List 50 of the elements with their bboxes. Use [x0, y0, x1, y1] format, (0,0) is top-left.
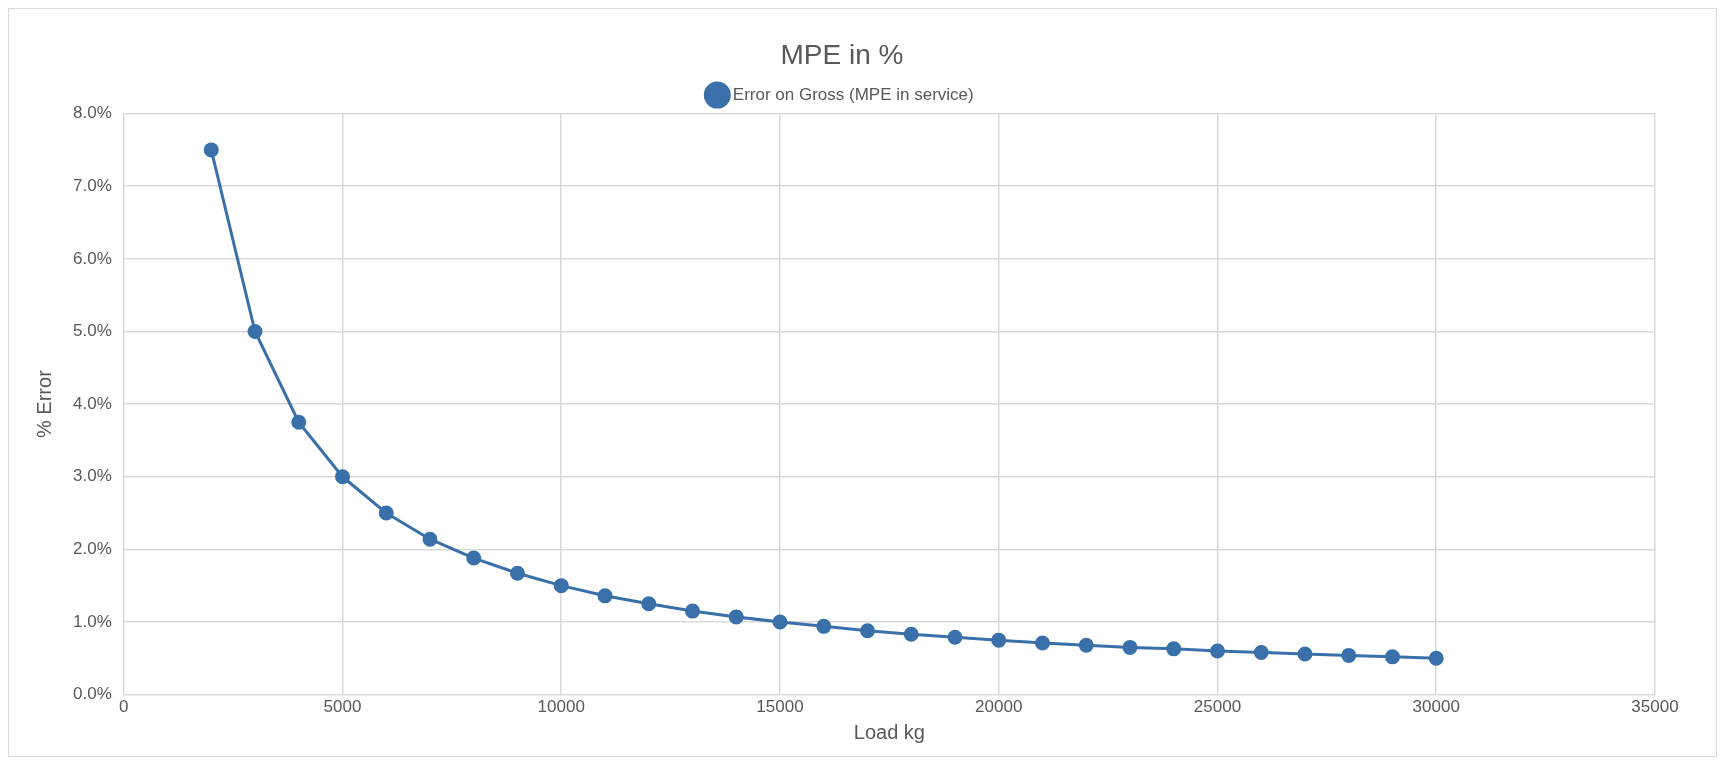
y-tick-label: 4.0% — [73, 393, 112, 413]
point — [1035, 635, 1050, 651]
x-tick-label: 5000 — [323, 697, 362, 717]
x-tick-label: 35000 — [1631, 697, 1679, 717]
y-tick-label: 7.0% — [73, 175, 112, 195]
point — [247, 323, 263, 339]
point — [1253, 644, 1269, 660]
x-axis-title: Load kg — [853, 720, 925, 743]
x-tick-label: 0 — [119, 697, 129, 717]
point — [291, 414, 307, 430]
point — [203, 142, 219, 158]
point — [860, 623, 875, 639]
y-tick-label: 1.0% — [73, 611, 112, 631]
point — [947, 629, 963, 645]
point — [597, 588, 613, 604]
x-tick-label: 15000 — [756, 697, 804, 717]
point — [553, 578, 569, 594]
point — [422, 531, 438, 547]
point — [772, 614, 788, 630]
x-tick-label: 20000 — [975, 697, 1023, 717]
point — [1078, 637, 1094, 653]
point — [641, 596, 657, 612]
point — [685, 603, 700, 619]
point — [1166, 641, 1182, 657]
y-tick-label: 0.0% — [73, 684, 112, 704]
point — [510, 565, 525, 581]
x-tick-label: 30000 — [1412, 697, 1460, 717]
y-tick-label: 5.0% — [73, 321, 112, 341]
x-tick-label: 25000 — [1193, 697, 1242, 717]
x-tick-label: 10000 — [537, 697, 585, 717]
point — [466, 550, 482, 566]
y-tick-label: 3.0% — [73, 466, 112, 486]
y-tick-label: 2.0% — [73, 539, 112, 559]
y-axis-title: % Error — [32, 369, 55, 438]
point — [1122, 639, 1138, 655]
point — [1210, 643, 1225, 659]
point — [1297, 646, 1313, 662]
point — [1385, 649, 1400, 665]
point — [1341, 647, 1357, 663]
y-tick-label: 8.0% — [73, 103, 112, 123]
point — [378, 505, 394, 521]
point — [816, 618, 832, 634]
legend-label: Error on Gross (MPE in service) — [732, 84, 974, 104]
point — [1428, 650, 1444, 666]
chart-title: MPE in % — [780, 38, 904, 70]
point — [903, 626, 919, 642]
y-tick-label: 6.0% — [73, 248, 112, 268]
point — [335, 469, 350, 485]
point — [991, 632, 1007, 648]
point — [728, 609, 744, 625]
